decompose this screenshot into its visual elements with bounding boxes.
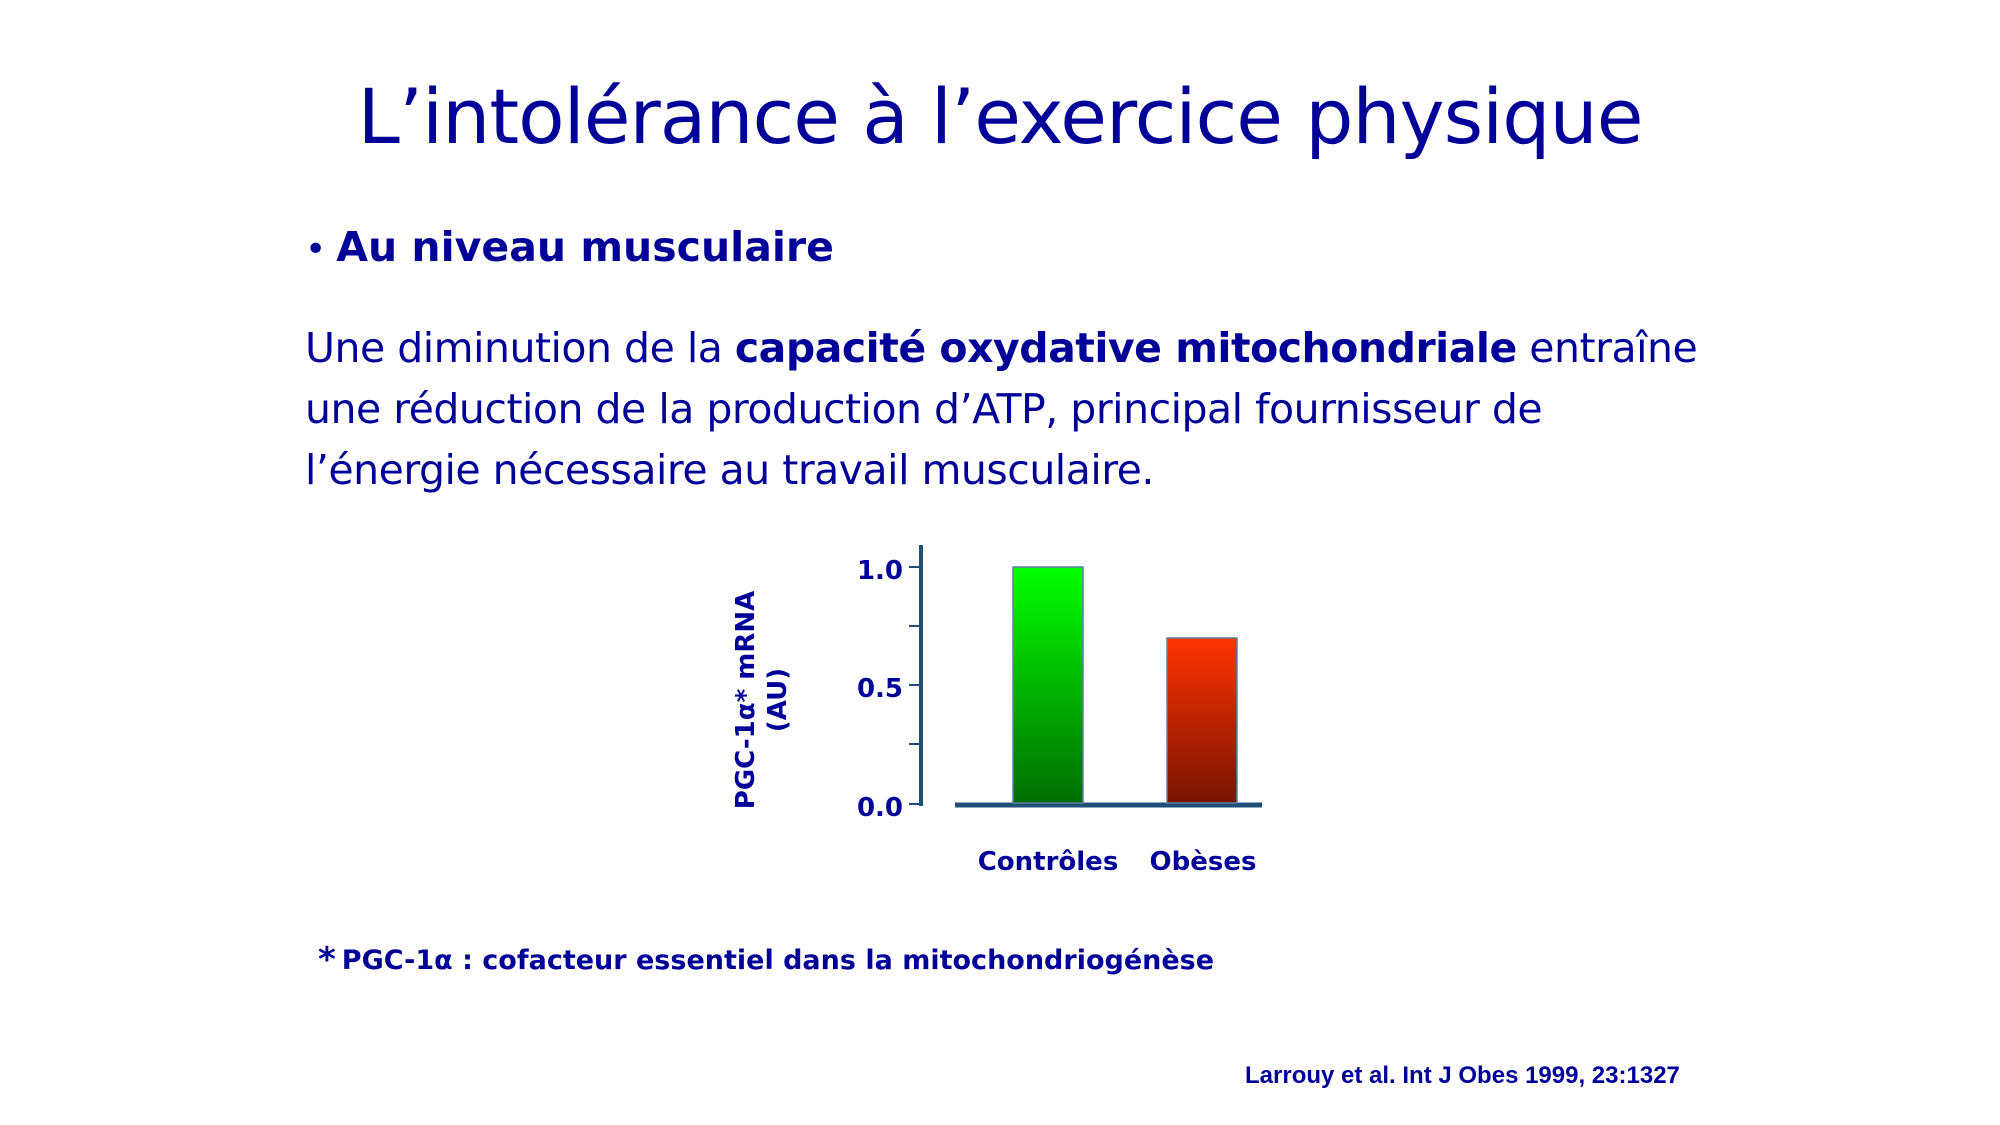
bullet-heading: • Au niveau musculaire <box>305 223 834 271</box>
body-paragraph: Une diminution de la capacité oxydative … <box>305 318 1725 501</box>
x-label-obeses: Obèses <box>1150 847 1257 877</box>
paragraph-part1: Une diminution de la <box>305 324 735 372</box>
bar-obeses <box>1166 637 1238 804</box>
y-tick-label-0.5: 0.5 <box>857 674 903 704</box>
footnote: * PGC-1α : cofacteur essentiel dans la mi… <box>318 940 1214 980</box>
slide-title: L’intolérance à l’exercice physique <box>357 72 1644 161</box>
y-tick-label-1.0: 1.0 <box>857 556 903 586</box>
bullet-text: Au niveau musculaire <box>336 223 834 271</box>
bullet-marker: • <box>305 229 327 270</box>
paragraph-part2: entraîne une réduction de la production … <box>305 324 1698 494</box>
paragraph-bold: capacité oxydative mitochondriale <box>734 324 1517 372</box>
bar-chart: 1.0 0.5 0.0 Contrôles Obèses <box>857 545 1262 877</box>
footnote-star: * <box>318 940 336 980</box>
bar-controles <box>1012 566 1084 804</box>
footnote-text: PGC-1α : cofacteur essentiel dans la mit… <box>341 945 1215 976</box>
citation: Larrouy et al. Int J Obes 1999, 23:1327 <box>1245 1062 1680 1089</box>
y-tick-label-0.0: 0.0 <box>857 793 903 823</box>
x-label-controles: Contrôles <box>978 847 1119 877</box>
